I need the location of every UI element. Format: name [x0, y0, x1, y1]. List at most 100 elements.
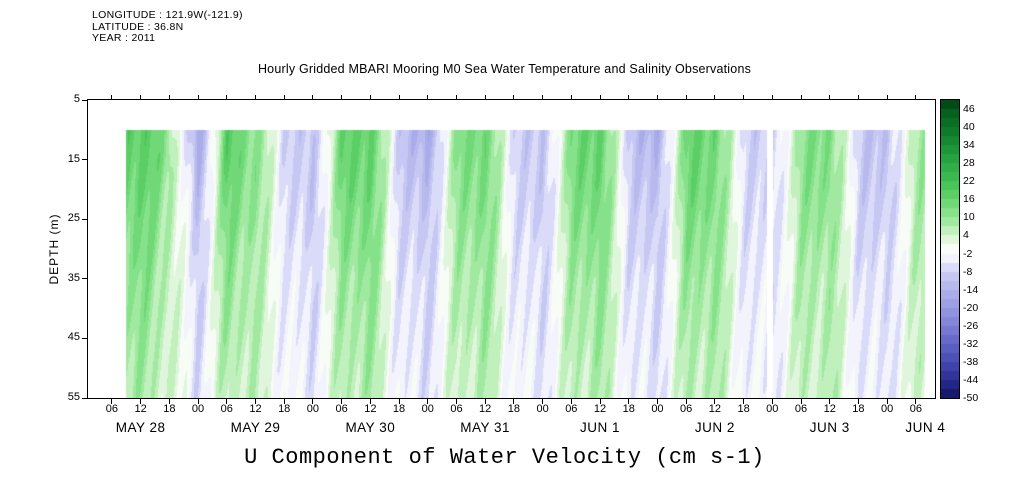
y-tick-label: 5	[73, 93, 80, 105]
x-tick-top	[714, 95, 716, 100]
x-tick-top	[857, 95, 859, 100]
x-tick-label: 18	[622, 403, 635, 415]
x-tick	[714, 399, 716, 404]
x-tick	[743, 399, 745, 404]
x-tick	[857, 399, 859, 404]
x-tick-label: 12	[134, 403, 147, 415]
x-tick-label: 00	[421, 403, 434, 415]
x-tick-label: 00	[306, 403, 320, 415]
x-tick-top	[570, 95, 572, 100]
x-tick-top	[599, 95, 601, 100]
colorbar-tick-label: -2	[963, 247, 973, 260]
x-date-label: MAY 28	[115, 420, 166, 435]
colorbar-tick-label: 46	[963, 103, 975, 116]
x-date-label: MAY 30	[345, 420, 396, 435]
colorbar-tick-label: -44	[963, 373, 979, 386]
y-tick-label: 25	[67, 212, 80, 225]
x-tick-top	[111, 95, 113, 100]
x-tick-label: 18	[507, 403, 521, 415]
colorbar-tick-label: 34	[963, 139, 975, 152]
x-tick-top	[628, 95, 630, 100]
x-tick	[685, 399, 687, 404]
x-tick	[656, 399, 658, 404]
x-tick-top	[140, 95, 142, 100]
x-tick	[111, 399, 113, 404]
x-tick-top	[168, 95, 170, 100]
x-tick	[197, 399, 199, 404]
y-tick	[82, 397, 87, 399]
colorbar-tick-label: 22	[963, 175, 975, 188]
x-tick-top	[743, 95, 745, 100]
x-tick-label: 12	[249, 403, 262, 415]
x-tick-label: 12	[593, 403, 607, 415]
colorbar-tick-label: 10	[963, 211, 975, 224]
y-tick	[82, 337, 87, 339]
x-tick-top	[312, 95, 314, 100]
x-tick-top	[398, 95, 400, 100]
x-tick	[254, 399, 256, 404]
x-tick	[800, 399, 802, 404]
x-tick-label: 06	[909, 403, 922, 415]
x-tick	[226, 399, 228, 404]
colorbar-tick-label: -14	[963, 283, 979, 296]
colorbar-tick-label: -8	[963, 265, 973, 278]
x-tick	[283, 399, 285, 404]
x-tick	[599, 399, 601, 404]
colorbar-tick-label: 40	[963, 121, 975, 134]
x-tick-label: 18	[737, 403, 750, 415]
heatmap-canvas	[88, 100, 935, 398]
x-tick	[542, 399, 544, 404]
x-tick-label: 06	[794, 403, 808, 415]
x-date-label: JUN 4	[905, 420, 946, 435]
x-tick-top	[455, 95, 457, 100]
x-tick-label: 06	[565, 403, 578, 415]
x-tick-top	[369, 95, 371, 100]
x-tick-label: 00	[191, 403, 205, 415]
x-tick-label: 18	[852, 403, 865, 415]
x-tick-top	[254, 95, 256, 100]
x-tick-label: 18	[278, 403, 291, 415]
y-tick	[82, 278, 87, 280]
x-tick	[628, 399, 630, 404]
x-tick-label: 00	[881, 403, 894, 415]
x-tick-top	[915, 95, 917, 100]
x-tick	[341, 399, 343, 404]
x-tick-label: 06	[220, 403, 233, 415]
x-date-label: JUN 1	[580, 420, 621, 435]
x-tick-top	[800, 95, 802, 100]
y-tick	[82, 159, 87, 161]
x-tick-top	[771, 95, 773, 100]
x-tick-label: 12	[364, 403, 377, 415]
x-tick-label: 12	[823, 403, 836, 415]
x-tick-top	[685, 95, 687, 100]
x-tick-label: 18	[392, 403, 406, 415]
chart-title: Hourly Gridded MBARI Mooring M0 Sea Wate…	[257, 62, 752, 76]
x-tick	[829, 399, 831, 404]
x-tick-label: 06	[450, 403, 463, 415]
x-tick	[140, 399, 142, 404]
x-tick-top	[283, 95, 285, 100]
x-date-label: JUN 3	[809, 420, 850, 435]
y-tick-label: 45	[67, 331, 80, 344]
colorbar-tick-label: 4	[963, 229, 969, 242]
x-tick-label: 06	[680, 403, 693, 415]
x-tick-top	[542, 95, 544, 100]
x-date-label: JUN 2	[694, 420, 735, 435]
x-tick	[915, 399, 917, 404]
colorbar-tick-label: 16	[963, 193, 975, 206]
x-tick-top	[226, 95, 228, 100]
x-tick-label: 00	[536, 403, 549, 415]
colorbar-tick-label: -32	[963, 337, 979, 350]
x-tick	[312, 399, 314, 404]
x-tick	[369, 399, 371, 404]
x-tick-label: 12	[708, 403, 721, 415]
x-tick-top	[341, 95, 343, 100]
x-tick-top	[427, 95, 429, 100]
metadata-block: LONGITUDE : 121.9W(-121.9) LATITUDE : 36…	[92, 9, 243, 45]
latitude-line: LATITUDE : 36.8N	[92, 20, 184, 33]
colorbar-tick-label: -38	[963, 355, 979, 368]
x-tick	[484, 399, 486, 404]
x-date-label: MAY 31	[460, 420, 511, 435]
